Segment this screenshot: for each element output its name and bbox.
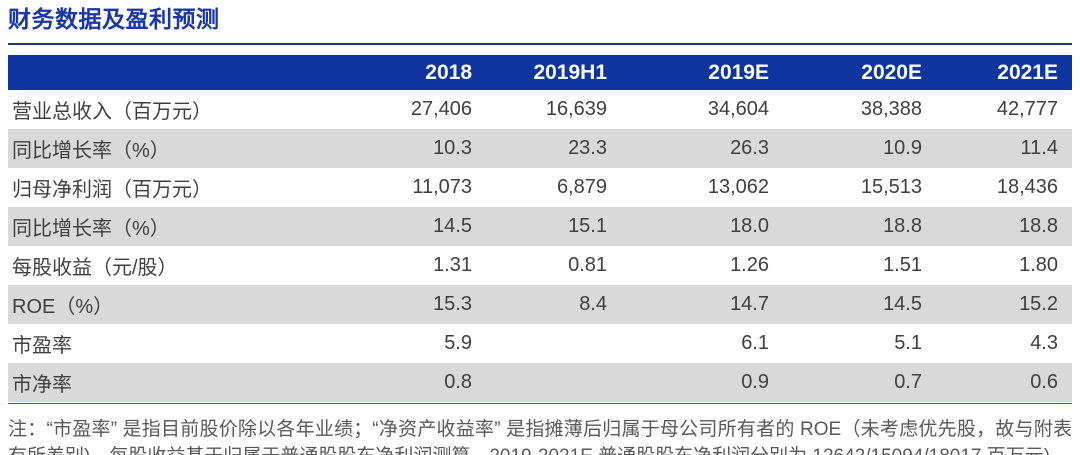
table-row: 每股收益（元/股） 1.31 0.81 1.26 1.51 1.80 [8,246,1072,285]
table-row: 市盈率 5.9 6.1 5.1 4.3 [8,324,1072,363]
row-label: 营业总收入（百万元） [12,101,212,123]
cell: 18.8 [1019,215,1058,237]
table-row: 市净率 0.8 0.9 0.7 0.6 [8,363,1072,402]
cell: 11.4 [1020,137,1058,159]
note-divider [8,403,1072,404]
title-divider [8,43,1072,45]
row-label: 市盈率 [12,335,72,357]
cell: 4.3 [1030,332,1058,354]
cell: 5.9 [444,332,472,354]
table-header-row: 2018 2019H1 2019E 2020E 2021E [8,55,1072,90]
cell: 14.7 [730,293,769,315]
row-label: 每股收益（元/股） [12,257,178,279]
table-row: ROE（%） 15.3 8.4 14.7 14.5 15.2 [8,285,1072,324]
footnote: 注：“市盈率” 是指目前股价除以各年业绩；“净资产收益率” 是指摊薄后归属于母公… [8,419,1072,455]
cell: 1.26 [730,254,769,276]
cell: 15.1 [568,215,607,237]
cell: 15,513 [860,176,922,198]
cell: 18.8 [883,215,922,237]
cell: 11,073 [412,176,472,198]
row-label: ROE（%） [12,296,114,318]
cell: 1.51 [883,254,922,276]
cell: 0.9 [741,371,769,393]
column-header-2021e: 2021E [936,55,1072,90]
cell: 6.1 [741,332,769,354]
table-row: 归母净利润（百万元） 11,073 6,879 13,062 15,513 18… [8,168,1072,207]
cell: 8.4 [579,293,607,315]
cell [486,324,621,363]
cell: 23.3 [568,137,607,159]
cell: 34,604 [707,98,769,120]
cell: 42,777 [996,98,1058,120]
cell: 18,436 [996,176,1058,198]
table-row: 营业总收入（百万元） 27,406 16,639 34,604 38,388 4… [8,90,1072,129]
cell: 14.5 [433,215,472,237]
financial-forecast-table: 2018 2019H1 2019E 2020E 2021E 营业总收入（百万元）… [8,55,1072,402]
cell: 15.2 [1019,293,1058,315]
cell: 26.3 [730,137,769,159]
corner-cell [8,55,374,90]
cell: 1.80 [1019,254,1058,276]
row-label: 同比增长率（%） [12,218,170,240]
cell: 10.9 [883,137,922,159]
column-header-2019h1: 2019H1 [486,55,621,90]
cell: 10.3 [433,137,472,159]
row-label: 归母净利润（百万元） [12,179,212,201]
cell: 14.5 [883,293,922,315]
cell: 0.6 [1030,371,1058,393]
table-row: 同比增长率（%） 10.3 23.3 26.3 10.9 11.4 [8,129,1072,168]
cell: 15.3 [433,293,472,315]
row-label: 同比增长率（%） [12,140,170,162]
cell: 16,639 [545,98,607,120]
cell: 0.81 [568,254,607,276]
cell: 5.1 [894,332,922,354]
table-row: 同比增长率（%） 14.5 15.1 18.0 18.8 18.8 [8,207,1072,246]
cell: 0.8 [444,371,472,393]
page-title: 财务数据及盈利预测 [8,6,220,32]
cell: 6,879 [556,176,607,198]
column-header-2020e: 2020E [783,55,936,90]
cell: 1.31 [433,254,472,276]
cell: 0.7 [894,371,922,393]
cell: 18.0 [730,215,769,237]
cell: 13,062 [707,176,769,198]
row-label: 市净率 [12,374,72,396]
cell [486,363,621,402]
cell: 27,406 [410,98,472,120]
column-header-2018: 2018 [374,55,486,90]
cell: 38,388 [860,98,922,120]
column-header-2019e: 2019E [621,55,783,90]
